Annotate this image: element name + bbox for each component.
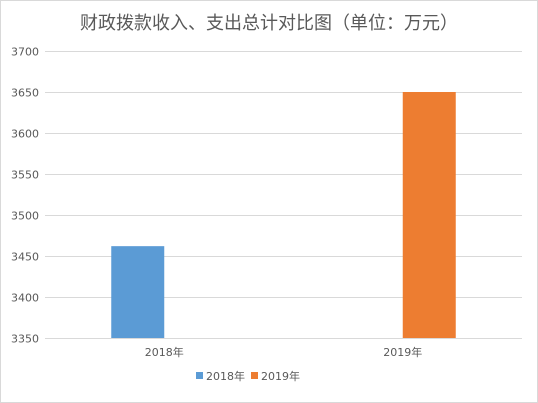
x-tick-label: 2019年 xyxy=(383,345,422,359)
y-tick-label: 3500 xyxy=(11,210,39,223)
y-tick-label: 3650 xyxy=(11,87,39,100)
y-tick-label: 3350 xyxy=(11,333,39,346)
y-tick-label: 3700 xyxy=(11,46,39,59)
x-axis: 2018年 2019年 xyxy=(145,345,423,359)
y-tick-label: 3600 xyxy=(11,128,39,141)
bar xyxy=(402,92,456,338)
legend-swatch xyxy=(251,372,258,379)
bars xyxy=(111,92,456,338)
y-tick-label: 3400 xyxy=(11,292,39,305)
x-tick-label: 2018年 xyxy=(145,345,184,359)
y-tick-label: 3450 xyxy=(11,251,39,264)
legend: 2018年 2019年 xyxy=(196,369,300,383)
chart-title: 财政拨款收入、支出总计对比图（单位：万元） xyxy=(80,13,458,34)
bar xyxy=(111,246,165,338)
y-axis: 3350 3400 3450 3500 3550 3600 3650 3700 xyxy=(11,46,39,346)
y-tick-label: 3550 xyxy=(11,169,39,182)
legend-label: 2019年 xyxy=(261,369,300,383)
legend-swatch xyxy=(196,372,203,379)
legend-label: 2018年 xyxy=(206,369,245,383)
